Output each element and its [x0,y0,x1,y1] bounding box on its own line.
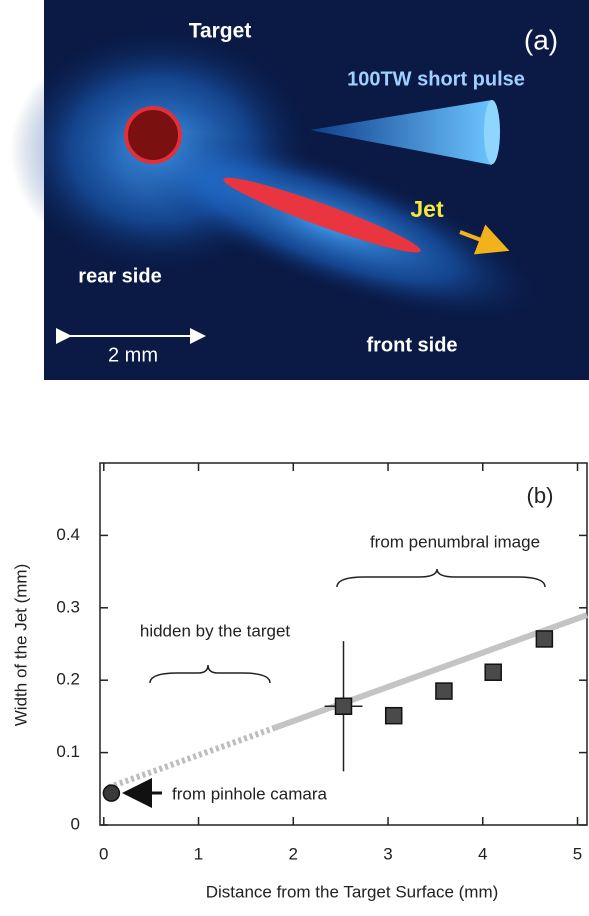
front-label: front side [366,334,457,356]
x-tick-label: 5 [573,844,582,863]
target-label: Target [189,20,252,43]
y-axis-label: Width of the Jet (mm) [11,564,30,726]
jet-arrow [459,224,510,255]
point [102,784,121,802]
pulse-cone-base [484,100,500,164]
y-tick-label: 0.1 [56,742,80,761]
x-tick-label: 2 [289,844,298,863]
x-axis-label: Distance from the Target Surface (mm) [206,882,499,901]
x-tick-label: 3 [383,844,392,863]
point [435,682,453,700]
x-tick-label: 4 [478,844,487,863]
image-panel: Target (a) 100TW short pulse Jet rear si… [10,0,589,380]
x-tick-label: 0 [99,844,108,863]
fit-line [273,612,589,731]
panel-label: (a) [524,24,558,55]
point [484,663,502,681]
point [535,630,554,648]
pulse-cone [310,100,492,165]
panel-label: (b) [527,483,554,508]
brace [149,664,271,684]
rear-label: rear side [78,265,161,287]
annotation: hidden by the target [140,621,291,640]
point [384,706,403,725]
jet-streak [223,177,421,253]
brace [336,568,546,588]
x-tick-label: 1 [194,844,203,863]
fit-line [107,725,276,791]
chart-panel: 0 0.1 0.2 0.3 0.4 0 1 2 3 4 5 Distance from the Tar… [11,462,589,901]
jet-label: Jet [410,196,444,222]
pulse-label: 100TW short pulse [347,68,525,90]
annotation: from penumbral image [370,532,540,551]
y-tick-label: 0 [71,814,80,833]
plot-frame [99,462,588,826]
point [334,697,353,716]
y-tick-label: 0.4 [56,525,80,544]
y-tick-label: 0.2 [56,670,80,689]
y-tick-label: 0.3 [56,597,80,616]
annotation: from pinhole camara [172,784,328,803]
scale-label: 2 mm [108,344,158,366]
target-spot [124,106,182,164]
